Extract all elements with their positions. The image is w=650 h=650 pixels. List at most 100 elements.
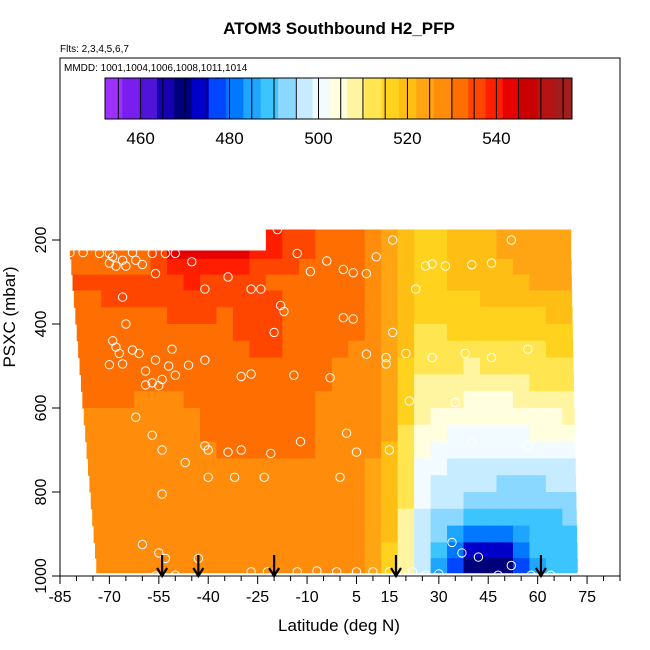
heatmap-cell (200, 542, 218, 559)
heatmap-cell (545, 391, 563, 409)
heatmap-cell (134, 542, 152, 559)
sample-point (108, 252, 118, 262)
heatmap-cell (480, 558, 498, 574)
sample-point (276, 300, 286, 311)
heatmap-cell (463, 290, 481, 308)
heatmap-cell (101, 290, 119, 308)
heatmap-cell (315, 357, 333, 375)
sample-point (78, 247, 88, 258)
heatmap-cell (150, 340, 168, 359)
heatmap-cell (298, 391, 316, 409)
sample-point (572, 434, 582, 445)
heatmap-cell (463, 324, 481, 342)
heatmap-cell (183, 458, 201, 476)
sample-point (223, 272, 233, 282)
heatmap-cell (562, 458, 576, 476)
heatmap-cell (134, 508, 152, 527)
sample-point (259, 472, 269, 482)
heatmap-cell (200, 324, 218, 342)
heatmap-cell (200, 258, 218, 276)
heatmap-cell (381, 441, 399, 459)
heatmap-cell (183, 274, 201, 291)
heatmap-cell (364, 542, 382, 559)
heatmap-cell (414, 274, 432, 291)
heatmap-cell (216, 542, 234, 559)
sample-point (457, 548, 467, 558)
heatmap-cell (265, 458, 283, 476)
heatmap-cell (348, 374, 366, 392)
sample-point (170, 370, 181, 380)
colorbar-swatch (416, 78, 435, 119)
heatmap-cell (529, 357, 547, 375)
heatmap-cell (397, 357, 415, 375)
heatmap-cell (95, 542, 102, 559)
heatmap-cell (315, 508, 333, 527)
heatmap-cell (249, 340, 267, 359)
heatmap-cell (480, 424, 498, 443)
sample-point (295, 436, 306, 447)
sample-point (312, 566, 322, 576)
heatmap-cell (249, 374, 267, 392)
sample-point (272, 224, 283, 235)
heatmap-cell (562, 324, 573, 342)
heatmap-cell (167, 408, 185, 426)
heatmap-cell (183, 258, 201, 276)
heatmap-cell (512, 274, 531, 291)
heatmap-cell (71, 258, 86, 276)
heatmap-cell (249, 492, 267, 510)
heatmap-cell (249, 250, 267, 260)
heatmap-cell (430, 441, 448, 459)
heatmap-cell (315, 274, 333, 291)
colorbar-swatch (520, 78, 538, 119)
heatmap-cell (381, 424, 399, 443)
heatmap-cell (496, 542, 514, 559)
heatmap-cell (381, 525, 399, 543)
heatmap-cell (232, 324, 251, 342)
colorbar-tick-label: 480 (215, 129, 243, 148)
sample-point (223, 447, 233, 457)
heatmap-cell (298, 274, 316, 291)
heatmap-cell (134, 357, 152, 375)
heatmap-cell (447, 558, 465, 574)
heatmap-cell (282, 542, 300, 559)
heatmap-cell (397, 408, 415, 426)
heatmap-cell (134, 274, 152, 291)
sample-point (523, 344, 533, 354)
heatmap-cell (430, 525, 448, 543)
heatmap-cell (430, 340, 448, 359)
heatmap-cell (529, 458, 547, 476)
heatmap-cell (265, 229, 283, 260)
heatmap-cell (265, 441, 283, 459)
heatmap-cell (216, 250, 234, 260)
heatmap-cell (480, 492, 498, 510)
sample-point (121, 319, 131, 329)
colorbar-swatch (139, 78, 158, 119)
heatmap-cell (463, 374, 481, 392)
sample-point (279, 306, 289, 317)
sample-point (180, 457, 190, 468)
sample-point (140, 380, 151, 390)
heatmap-cell (84, 374, 102, 392)
heatmap-cell (183, 525, 201, 543)
heatmap-cell (134, 290, 152, 308)
heatmap-cell (134, 340, 152, 359)
colorbar-swatch (122, 78, 141, 119)
y-tick-label: 800 (33, 479, 50, 506)
sample-point (348, 268, 358, 278)
heatmap-cell (150, 542, 168, 559)
sample-point (200, 284, 210, 294)
heatmap-cell (397, 458, 415, 476)
heatmap-cell (134, 324, 152, 342)
sample-point (111, 261, 121, 271)
heatmap-cell (315, 391, 333, 409)
heatmap-cell (364, 391, 382, 409)
heatmap-cell (200, 492, 218, 510)
heatmap-cell (200, 525, 218, 543)
heatmap-cell (298, 374, 316, 392)
heatmap-cell (447, 290, 465, 308)
heatmap-cell (167, 357, 185, 375)
heatmap-cell (84, 258, 102, 276)
heatmap-cell (397, 492, 415, 510)
heatmap-cell (249, 258, 267, 276)
heatmap-cell (84, 408, 102, 426)
